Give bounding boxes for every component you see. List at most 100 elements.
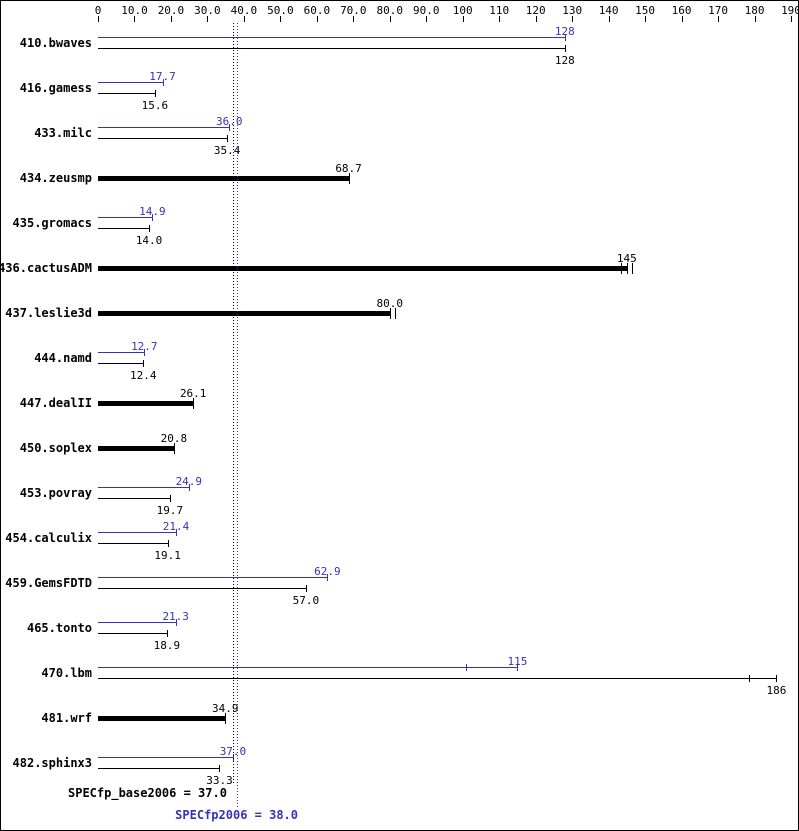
base-run-mark: [749, 675, 751, 682]
axis-tick-label: 120: [525, 4, 546, 17]
benchmark-label: 450.soplex: [19, 441, 92, 455]
peak-reference-line: [236, 23, 238, 807]
single-result-bar: [98, 266, 627, 271]
base-bar: [98, 138, 228, 139]
axis-tick-label: 90.0: [413, 4, 440, 17]
benchmark-label: 453.povray: [19, 486, 92, 500]
axis-tick-label: 80.0: [376, 4, 404, 17]
peak-end-tick: [229, 124, 231, 131]
bar-end-tick: [626, 263, 628, 274]
bar-end-tick: [225, 713, 227, 724]
axis-tick-label: 40.0: [230, 4, 258, 17]
base-end-tick: [166, 630, 168, 637]
peak-bar: [98, 757, 233, 758]
peak-bar: [98, 622, 176, 623]
axis-tick-mark: [499, 16, 501, 22]
axis-tick-label: 10.0: [121, 4, 148, 17]
base-value: 15.6: [141, 99, 169, 112]
single-result-value: 26.1: [179, 387, 207, 400]
benchmark-label: 434.zeusmp: [19, 171, 92, 185]
axis-tick-label: 60.0: [303, 4, 331, 17]
base-value: 18.9: [153, 639, 181, 652]
peak-bar: [98, 82, 163, 83]
base-bar: [98, 363, 144, 364]
bar-end-tick: [389, 308, 391, 319]
axis-tick-mark: [280, 16, 282, 22]
peak-value: 21.4: [162, 520, 190, 533]
base-end-tick: [305, 585, 307, 592]
axis-tick-label: 170: [708, 4, 728, 17]
axis-tick-label: 50.0: [267, 4, 294, 17]
benchmark-label: 454.calculix: [5, 531, 92, 545]
run-mark: [631, 263, 633, 274]
base-bar: [98, 633, 167, 634]
peak-end-tick: [144, 349, 146, 356]
peak-bar: [98, 577, 328, 578]
base-bar: [98, 678, 777, 679]
benchmark-label: 437.leslie3d: [5, 306, 92, 320]
peak-run-mark: [466, 664, 468, 671]
axis-tick-label: 140: [598, 4, 619, 17]
axis-tick-label: 0: [94, 4, 102, 17]
single-result-bar: [98, 716, 226, 721]
benchmark-label: 433.milc: [34, 126, 92, 140]
peak-value: 12.7: [131, 340, 158, 353]
axis-tick-mark: [389, 16, 391, 22]
axis-tick-mark: [535, 16, 537, 22]
peak-end-tick: [517, 664, 519, 671]
base-end-tick: [143, 360, 145, 367]
peak-value: 115: [507, 655, 528, 668]
axis-tick-label: 150: [635, 4, 656, 17]
axis-tick-mark: [791, 16, 792, 22]
base-end-tick: [169, 495, 171, 502]
base-value: 186: [766, 684, 787, 697]
base-value: 19.1: [154, 549, 181, 562]
peak-bar: [98, 217, 153, 218]
axis-tick-label: 20.0: [157, 4, 185, 17]
axis-tick-label: 70.0: [340, 4, 367, 17]
base-end-tick: [154, 90, 156, 97]
peak-value: 17.7: [149, 70, 176, 83]
peak-bar: [98, 532, 177, 533]
base-value: 128: [554, 54, 575, 67]
peak-end-tick: [162, 79, 164, 86]
benchmark-label: 470.lbm: [41, 666, 92, 680]
axis-tick-mark: [718, 16, 720, 22]
base-bar: [98, 768, 220, 769]
peak-end-tick: [176, 529, 178, 536]
single-result-value: 145: [616, 252, 637, 265]
bar-end-tick: [193, 398, 195, 409]
axis-tick-mark: [316, 16, 318, 22]
axis-tick-mark: [608, 16, 610, 22]
base-bar: [98, 93, 155, 94]
peak-bar: [98, 127, 230, 128]
single-result-bar: [98, 446, 174, 451]
peak-bar: [98, 37, 565, 38]
axis-tick-mark: [170, 16, 172, 22]
base-value: 14.0: [135, 234, 163, 247]
axis-tick-mark: [353, 16, 355, 22]
base-end-tick: [149, 225, 151, 232]
axis-tick-mark: [645, 16, 647, 22]
benchmark-label: 465.tonto: [26, 621, 92, 635]
axis-tick-label: 190: [781, 4, 799, 17]
axis-tick-mark: [754, 16, 756, 22]
benchmark-label: 410.bwaves: [19, 36, 92, 50]
benchmark-label: 459.GemsFDTD: [5, 576, 92, 590]
run-mark: [394, 308, 396, 319]
peak-score-label: SPECfp2006 = 38.0: [175, 808, 299, 822]
base-bar: [98, 228, 150, 229]
peak-value: 128: [554, 25, 575, 38]
peak-bar: [98, 667, 518, 668]
axis-tick-mark: [572, 16, 574, 22]
base-value: 12.4: [129, 369, 157, 382]
benchmark-label: 447.dealII: [19, 396, 92, 410]
single-result-value: 34.9: [212, 702, 239, 715]
single-result-value: 20.8: [160, 432, 188, 445]
axis-tick-label: 110: [489, 4, 510, 17]
single-result-bar: [98, 311, 390, 316]
peak-end-tick: [175, 619, 177, 626]
benchmark-label: 416.gamess: [19, 81, 92, 95]
peak-end-tick: [564, 34, 566, 41]
base-value: 57.0: [292, 594, 320, 607]
